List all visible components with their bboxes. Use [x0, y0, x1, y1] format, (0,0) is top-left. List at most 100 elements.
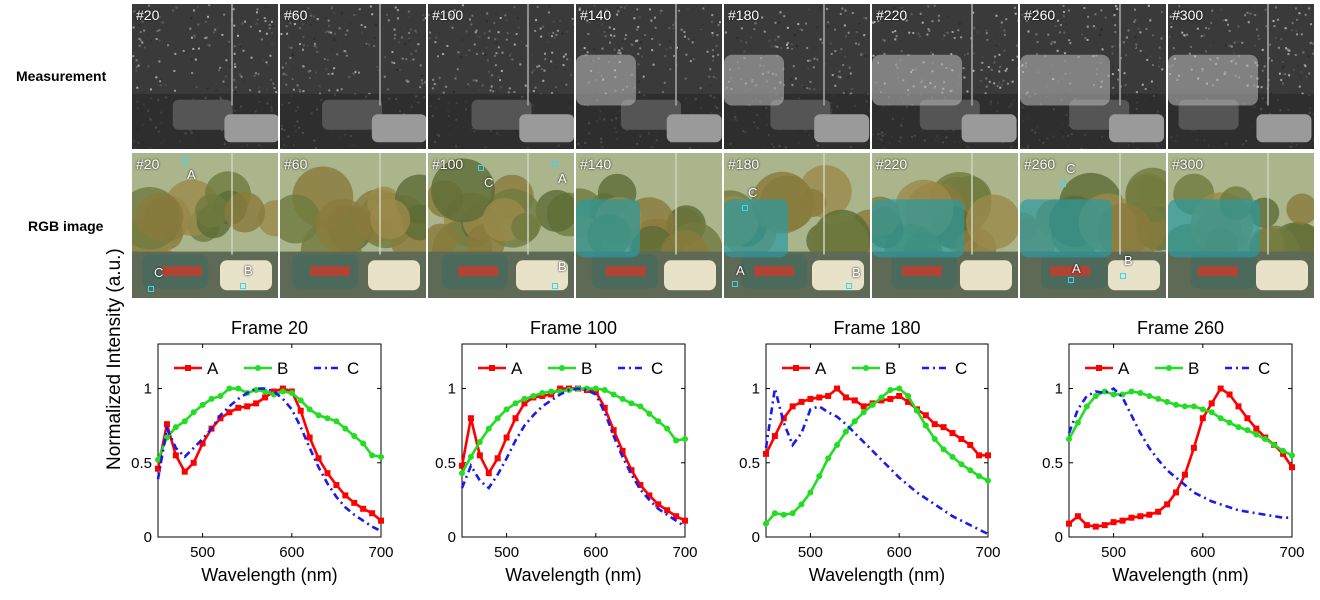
data-point-b — [503, 406, 510, 413]
data-point-b — [1181, 403, 1188, 410]
measurement-image-tile: #100 — [428, 4, 574, 149]
frame-number-label: #300 — [1172, 7, 1204, 23]
data-point-b — [958, 461, 965, 468]
data-point-a — [1235, 403, 1242, 410]
frame-number-label: #60 — [284, 7, 308, 23]
data-point-a — [253, 400, 260, 407]
data-point-a — [199, 440, 206, 447]
series-line-c — [460, 387, 686, 528]
data-point-b — [459, 470, 465, 477]
data-point-a — [619, 447, 626, 454]
data-point-a — [1110, 519, 1117, 526]
data-point-b — [913, 407, 920, 414]
point-label-a: A — [1072, 261, 1081, 276]
frame-number-label: #260 — [1024, 156, 1056, 172]
data-point-a — [1066, 520, 1072, 527]
data-point-b — [1128, 388, 1135, 395]
data-point-a — [163, 421, 170, 428]
data-point-b — [512, 400, 519, 407]
data-point-b — [842, 428, 849, 435]
data-point-a — [816, 394, 823, 401]
data-point-a — [1101, 522, 1108, 529]
data-point-b — [878, 394, 885, 401]
data-point-a — [342, 492, 349, 499]
data-point-b — [771, 510, 778, 517]
data-point-b — [1244, 427, 1251, 434]
data-point-a — [1164, 501, 1171, 508]
legend-label-b: B — [277, 359, 288, 378]
plot-frame — [157, 343, 382, 538]
data-point-a — [664, 507, 671, 514]
measurement-image-tile: #300 — [1168, 4, 1314, 149]
data-point-b — [967, 467, 974, 474]
data-point-b — [476, 438, 483, 445]
data-point-b — [655, 418, 662, 425]
data-point-b — [288, 389, 295, 396]
series-line-a — [156, 387, 382, 522]
series-line-a — [1068, 386, 1294, 528]
data-point-b — [1289, 452, 1295, 459]
legend-label-a: A — [1118, 359, 1130, 378]
chart-panel: Frame 20 Wavelength (nm) 500 600 700 0 0.5 1 A B C — [131, 318, 393, 585]
point-marker — [1068, 277, 1074, 283]
data-point-a — [958, 436, 965, 443]
data-point-b — [1235, 424, 1242, 431]
chart-title: Frame 100 — [530, 318, 617, 338]
data-point-b — [548, 388, 555, 395]
data-point-a — [922, 412, 929, 419]
data-point-b — [181, 418, 188, 425]
data-point-b — [279, 388, 286, 395]
y-tick-label: 0 — [448, 529, 456, 546]
data-point-b — [1271, 441, 1278, 448]
point-marker — [1060, 181, 1066, 187]
data-point-b — [360, 440, 367, 447]
data-point-b — [485, 425, 492, 432]
data-point-a — [1199, 415, 1206, 422]
legend-label-b: B — [581, 359, 592, 378]
data-point-b — [905, 392, 912, 399]
point-label-b: B — [244, 263, 253, 278]
data-point-b — [931, 436, 938, 443]
x-axis-label: Wavelength (nm) — [201, 565, 337, 585]
y-tick-label: 1 — [1055, 381, 1063, 398]
frame-number-label: #100 — [432, 156, 464, 172]
legend-label-b: B — [1188, 359, 1199, 378]
x-tick-label: 600 — [887, 544, 912, 561]
series-line-c — [156, 387, 382, 533]
legend-label-c: C — [651, 359, 663, 378]
data-point-a — [1155, 508, 1162, 515]
data-point-b — [851, 418, 858, 425]
point-label-a: A — [187, 167, 196, 182]
data-point-a — [931, 421, 938, 428]
measurement-image-tile: #140 — [576, 4, 722, 149]
data-point-a — [306, 434, 313, 441]
rgb-image-tile: #180 C A B — [724, 153, 870, 298]
data-point-b — [628, 400, 635, 407]
data-point-a — [1244, 415, 1251, 422]
data-point-a — [1253, 425, 1260, 432]
series-line-b — [1067, 390, 1293, 457]
data-point-a — [1137, 513, 1144, 520]
chart-panel: Frame 180 Wavelength (nm) 500 600 700 0 0.5 1 A B… — [739, 318, 1000, 585]
frame-number-label: #260 — [1024, 7, 1056, 23]
data-point-a — [333, 482, 340, 489]
data-point-b — [235, 385, 242, 392]
data-point-a — [235, 404, 242, 411]
measurement-row-label: Measurement — [16, 68, 107, 84]
data-point-b — [664, 425, 671, 432]
data-point-a — [905, 398, 912, 405]
x-tick-label: 600 — [583, 544, 608, 561]
data-point-b — [1217, 415, 1224, 422]
data-point-b — [262, 388, 269, 395]
point-label-a: A — [558, 171, 567, 186]
data-point-b — [226, 385, 233, 392]
data-point-b — [1101, 388, 1108, 395]
data-point-b — [172, 424, 179, 431]
data-point-b — [297, 397, 304, 404]
data-point-b — [922, 422, 929, 429]
data-point-b — [780, 511, 787, 518]
x-tick-label: 500 — [494, 544, 519, 561]
data-point-b — [869, 401, 876, 408]
rgb-image-tile: #140 — [576, 153, 722, 298]
data-point-b — [217, 392, 224, 399]
